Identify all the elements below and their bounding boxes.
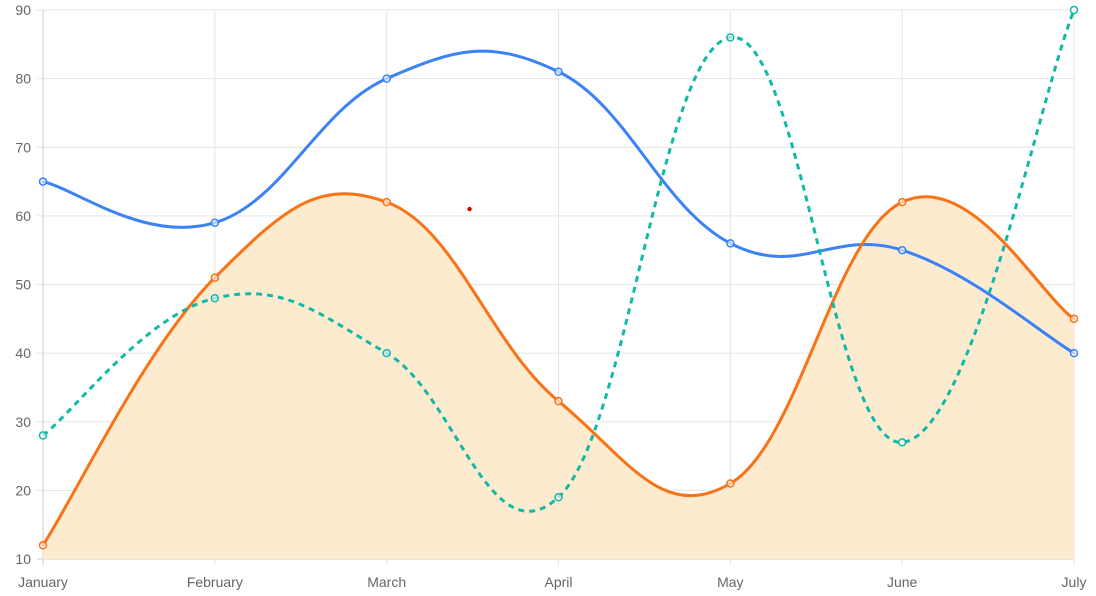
y-tick-label: 20 bbox=[15, 482, 31, 498]
x-tick-label: February bbox=[187, 574, 243, 590]
y-tick-label: 50 bbox=[15, 277, 31, 293]
y-tick-label: 10 bbox=[15, 551, 31, 567]
data-point[interactable] bbox=[38, 541, 48, 550]
y-tick-label: 70 bbox=[15, 139, 31, 155]
annotations bbox=[467, 206, 472, 212]
data-point[interactable] bbox=[38, 177, 48, 186]
data-point[interactable] bbox=[897, 197, 907, 207]
data-point[interactable] bbox=[382, 74, 391, 83]
y-tick-label: 90 bbox=[15, 2, 31, 18]
area-fills bbox=[43, 193, 1074, 559]
data-point[interactable] bbox=[897, 438, 907, 447]
data-point[interactable] bbox=[1069, 5, 1079, 15]
data-point[interactable] bbox=[210, 293, 220, 303]
data-point[interactable] bbox=[210, 273, 220, 282]
x-tick-label: March bbox=[367, 574, 406, 590]
tick-labels: 10 20 30 40 50 60 70 80 90 January February March Ap… bbox=[15, 2, 1086, 590]
y-tick-label: 40 bbox=[15, 345, 31, 361]
data-point[interactable] bbox=[726, 239, 735, 248]
data-point[interactable] bbox=[1069, 314, 1079, 324]
x-tick-label: April bbox=[544, 574, 572, 590]
y-tick-label: 30 bbox=[15, 414, 31, 430]
data-point[interactable] bbox=[554, 67, 563, 77]
data-point[interactable] bbox=[210, 218, 220, 227]
x-tick-label: July bbox=[1062, 574, 1087, 590]
data-point[interactable] bbox=[38, 431, 48, 440]
series-line bbox=[42, 9, 1076, 513]
series-points bbox=[38, 5, 1079, 550]
x-tick-label: June bbox=[887, 574, 918, 590]
y-tick-label: 60 bbox=[15, 208, 31, 224]
series-area-fill bbox=[43, 193, 1074, 559]
x-tick-label: January bbox=[18, 574, 68, 590]
annotation-dot bbox=[467, 206, 472, 212]
data-point[interactable] bbox=[382, 197, 391, 207]
data-point[interactable] bbox=[726, 479, 735, 488]
y-tick-label: 80 bbox=[15, 71, 31, 87]
data-point[interactable] bbox=[554, 396, 563, 406]
data-point[interactable] bbox=[554, 492, 563, 502]
data-point[interactable] bbox=[726, 33, 735, 42]
data-point[interactable] bbox=[897, 245, 907, 255]
data-point[interactable] bbox=[382, 348, 391, 358]
data-point[interactable] bbox=[1069, 348, 1079, 358]
x-tick-label: May bbox=[717, 574, 743, 590]
